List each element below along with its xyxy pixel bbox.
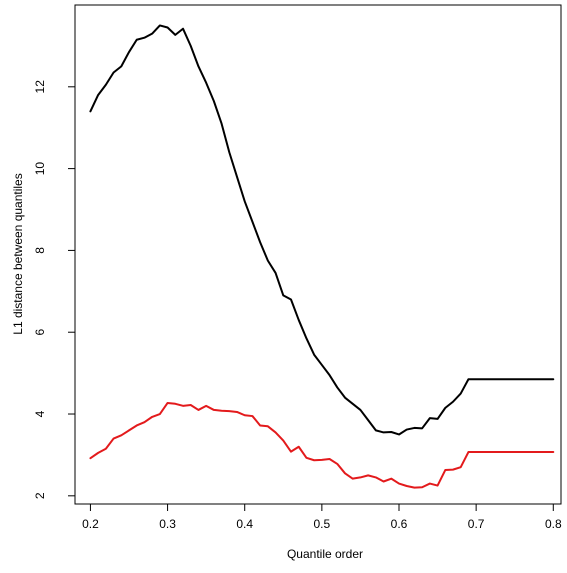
y-axis: 2 4 6 8 10 12 bbox=[33, 80, 75, 499]
y-tick-label: 10 bbox=[33, 162, 47, 176]
series-line-1 bbox=[89, 24, 555, 436]
series-layer bbox=[89, 24, 555, 489]
x-axis-title: Quantile order bbox=[287, 547, 363, 561]
x-tick-label: 0.4 bbox=[236, 517, 253, 531]
y-tick-label: 8 bbox=[33, 247, 47, 254]
x-tick-label: 0.2 bbox=[82, 517, 99, 531]
x-axis: 0.2 0.3 0.4 0.5 0.6 0.7 0.8 bbox=[82, 504, 562, 531]
x-tick-label: 0.6 bbox=[391, 517, 408, 531]
y-tick-label: 4 bbox=[33, 410, 47, 417]
y-tick-label: 6 bbox=[33, 329, 47, 336]
x-tick-label: 0.7 bbox=[468, 517, 485, 531]
y-axis-title: L1 distance between quantiles bbox=[11, 173, 25, 334]
series-line-2 bbox=[89, 401, 555, 489]
y-tick-label: 2 bbox=[33, 492, 47, 499]
plot-frame bbox=[74, 4, 562, 505]
x-tick-label: 0.5 bbox=[314, 517, 331, 531]
y-tick-label: 12 bbox=[33, 80, 47, 94]
x-tick-label: 0.3 bbox=[159, 517, 176, 531]
x-tick-label: 0.8 bbox=[545, 517, 562, 531]
